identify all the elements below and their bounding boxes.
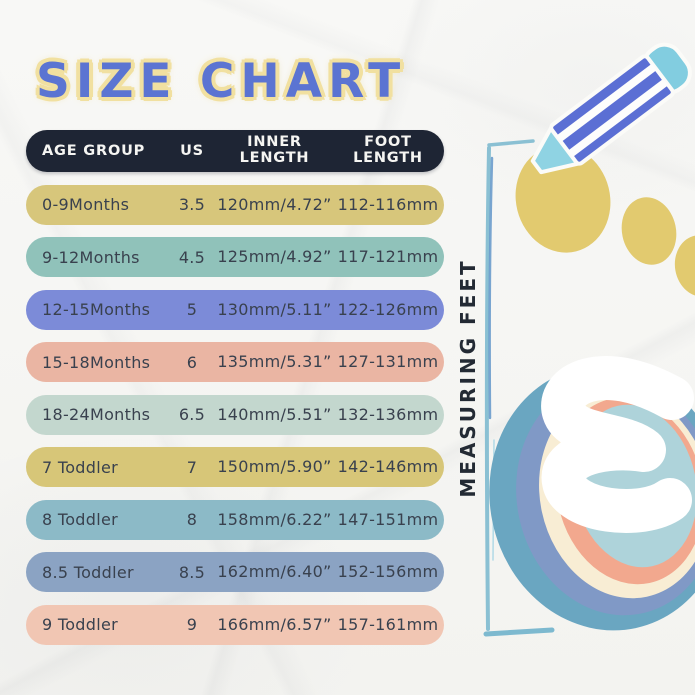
cell-foot-length: 147-151mm [337, 509, 439, 529]
header-inner-length: INNER LENGTH [239, 134, 310, 166]
cell-age-group: 0-9Months [42, 195, 130, 214]
cell-inner-length: 120mm/4.72” [217, 194, 332, 214]
cell-age-group: 7 Toddler [42, 457, 118, 477]
size-table: AGE GROUP US INNER LENGTH FOOT LENGTH 0-… [26, 130, 444, 657]
table-row: 18-24Months 6.5 140mm/5.51” 132-136mm [26, 394, 444, 435]
foot-layer-teal [489, 365, 695, 631]
table-row: 8 Toddler 8 158mm/6.22” 147-151mm [26, 499, 444, 540]
cell-inner-length: 140mm/5.51” [217, 404, 332, 424]
cell-foot-length: 142-146mm [337, 457, 439, 477]
cell-foot-length: 127-131mm [337, 352, 439, 372]
cell-us-size: 9 [186, 615, 198, 634]
table-row: 9-12Months 4.5 125mm/4.92” 117-121mm [26, 237, 444, 277]
cell-foot-length: 132-136mm [337, 404, 439, 424]
cell-foot-length: 122-126mm [337, 299, 439, 319]
cell-us-size: 5 [186, 300, 198, 319]
cell-us-size: 8 [186, 510, 198, 529]
cell-age-group: 9 Toddler [42, 615, 118, 634]
cell-age-group: 18-24Months [42, 405, 151, 424]
foot-pad [489, 356, 695, 631]
cell-us-size: 3.5 [178, 195, 206, 214]
table-row: 12-15Months 5 130mm/5.11” 122-126mm [26, 289, 444, 330]
cell-us-size: 7 [186, 457, 198, 477]
cell-age-group: 9-12Months [42, 247, 140, 267]
table-row: 15-18Months 6 135mm/5.31” 127-131mm [26, 342, 444, 382]
cell-inner-length: 130mm/5.11” [217, 299, 332, 319]
page-title: SIZE CHART [36, 54, 407, 109]
table-row: 8.5 Toddler 8.5 162mm/6.40” 152-156mm [26, 552, 444, 592]
foot-layer-salmon [555, 397, 695, 585]
foot-layer-cream [539, 389, 695, 599]
table-row: 0-9Months 3.5 120mm/4.72” 112-116mm [26, 184, 444, 225]
outer-toe [674, 235, 695, 297]
cell-age-group: 15-18Months [42, 352, 151, 372]
cell-inner-length: 162mm/6.40” [217, 562, 332, 582]
cell-foot-length: 157-161mm [337, 614, 439, 634]
cell-foot-length: 152-156mm [337, 562, 439, 582]
pencil-icon [530, 42, 692, 175]
cell-inner-length: 158mm/6.22” [217, 509, 332, 529]
foot-layer-light-blue [572, 404, 695, 568]
foot-layer-blue-gray [516, 378, 695, 616]
foot-toes [515, 145, 695, 297]
cell-foot-length: 117-121mm [337, 247, 439, 267]
cell-inner-length: 166mm/6.57” [217, 614, 332, 634]
table-row: 9 Toddler 9 166mm/6.57” 157-161mm [26, 604, 444, 645]
header-age-group: AGE GROUP [42, 143, 146, 159]
cell-us-size: 6 [186, 352, 198, 372]
cell-age-group: 8 Toddler [42, 510, 118, 529]
cell-us-size: 8.5 [178, 562, 206, 582]
cell-inner-length: 135mm/5.31” [217, 352, 332, 372]
cell-foot-length: 112-116mm [337, 194, 439, 214]
size-table-body: 0-9Months 3.5 120mm/4.72” 112-116mm 9-12… [26, 184, 444, 645]
header-foot-length: FOOT LENGTH [353, 134, 423, 166]
cell-us-size: 6.5 [178, 405, 206, 424]
cell-age-group: 8.5 Toddler [42, 562, 134, 582]
measuring-bracket [483, 139, 555, 637]
header-us-size: US [180, 143, 204, 159]
middle-toe [621, 197, 677, 265]
cell-age-group: 12-15Months [42, 300, 151, 319]
big-toe [515, 145, 611, 253]
table-row: 7 Toddler 7 150mm/5.90” 142-146mm [26, 447, 444, 487]
cell-inner-length: 125mm/4.92” [217, 247, 332, 267]
table-header-row: AGE GROUP US INNER LENGTH FOOT LENGTH [26, 130, 444, 172]
measuring-feet-label: MEASURING FEET [456, 258, 480, 498]
foot-center-swirl [541, 356, 694, 533]
cell-inner-length: 150mm/5.90” [217, 457, 332, 477]
cell-us-size: 4.5 [178, 247, 206, 267]
